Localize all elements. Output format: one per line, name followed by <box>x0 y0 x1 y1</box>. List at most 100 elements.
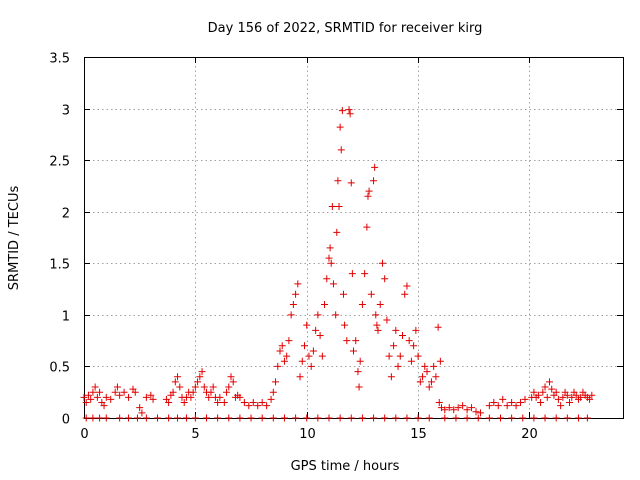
data-point <box>337 146 345 154</box>
data-point <box>543 393 551 401</box>
data-point <box>245 402 253 410</box>
data-point <box>198 368 206 376</box>
data-point <box>367 290 375 298</box>
y-tick-label: 1.5 <box>49 258 70 273</box>
data-point <box>414 352 422 360</box>
data-point <box>450 406 458 414</box>
y-tick-label: 0.5 <box>49 361 70 376</box>
data-point <box>370 177 378 185</box>
data-point <box>254 402 262 410</box>
data-point <box>136 404 144 412</box>
data-point <box>346 110 354 118</box>
grid <box>84 57 623 418</box>
data-point <box>423 368 431 376</box>
data-point <box>96 388 104 396</box>
data-point <box>216 393 224 401</box>
data-point <box>494 402 502 410</box>
data-point <box>519 414 527 422</box>
data-point <box>383 316 391 324</box>
data-point <box>364 192 372 200</box>
data-point <box>305 352 313 360</box>
data-point <box>385 352 393 360</box>
data-point <box>419 373 427 381</box>
data-point <box>468 404 476 412</box>
data-point <box>116 391 124 399</box>
data-point <box>298 357 306 365</box>
data-point <box>182 414 190 422</box>
x-axis-label: GPS time / hours <box>291 459 400 474</box>
data-point <box>497 414 504 422</box>
data-point <box>336 123 344 131</box>
data-point <box>314 414 322 422</box>
data-point <box>191 414 199 422</box>
data-point <box>425 414 433 422</box>
data-point <box>374 326 382 334</box>
data-point <box>517 399 525 407</box>
data-point <box>403 414 411 422</box>
data-point <box>499 395 507 403</box>
data-point <box>541 414 549 422</box>
data-point <box>307 362 315 370</box>
data-point <box>267 395 275 403</box>
data-point <box>133 414 141 422</box>
data-point <box>572 391 580 399</box>
data-point <box>328 203 336 211</box>
data-point <box>203 414 210 422</box>
data-point <box>196 373 204 381</box>
data-point <box>432 373 440 381</box>
y-tick-label: 2 <box>62 207 70 222</box>
data-point <box>371 163 379 171</box>
data-point <box>405 337 413 345</box>
data-point <box>452 414 460 422</box>
data-point <box>339 290 347 298</box>
data-point <box>341 321 349 329</box>
data-point <box>416 378 424 386</box>
data-point <box>149 395 157 403</box>
data-point <box>476 409 484 417</box>
data-point <box>430 362 438 370</box>
data-point <box>249 399 257 407</box>
data-point <box>583 414 591 422</box>
data-point <box>113 383 121 391</box>
data-point <box>566 399 574 407</box>
data-point <box>403 282 411 290</box>
data-point <box>441 414 449 422</box>
data-point <box>142 393 150 401</box>
data-point <box>373 321 381 329</box>
data-point <box>82 399 90 407</box>
x-axis: 0 5 10 15 20 <box>80 57 538 442</box>
data-point <box>229 378 237 386</box>
data-point <box>125 414 133 422</box>
data-point <box>171 378 179 386</box>
data-point <box>441 406 449 414</box>
data-point <box>296 373 304 381</box>
data-point <box>552 388 560 396</box>
data-point <box>568 393 576 401</box>
data-point <box>541 383 549 391</box>
data-point <box>280 414 288 422</box>
data-point <box>327 259 335 267</box>
data-point <box>554 395 562 403</box>
data-point <box>169 388 177 396</box>
data-point <box>435 399 443 407</box>
data-point <box>394 362 402 370</box>
data-point <box>323 275 331 283</box>
data-point <box>459 402 467 410</box>
data-point <box>89 414 97 422</box>
data-point <box>407 357 415 365</box>
data-point <box>80 393 88 401</box>
data-point <box>534 391 542 399</box>
data-point <box>401 290 409 298</box>
data-point <box>138 409 146 417</box>
data-point <box>445 404 453 412</box>
x-tick-label: 5 <box>191 427 199 442</box>
data-point <box>292 414 300 422</box>
data-point <box>236 393 244 401</box>
data-point <box>236 414 244 422</box>
data-point <box>350 347 357 355</box>
data-point <box>225 383 233 391</box>
y-axis-label: SRMTID / TECUs <box>7 186 22 291</box>
data-point <box>454 404 462 412</box>
data-point <box>116 414 124 422</box>
data-point <box>427 378 435 386</box>
